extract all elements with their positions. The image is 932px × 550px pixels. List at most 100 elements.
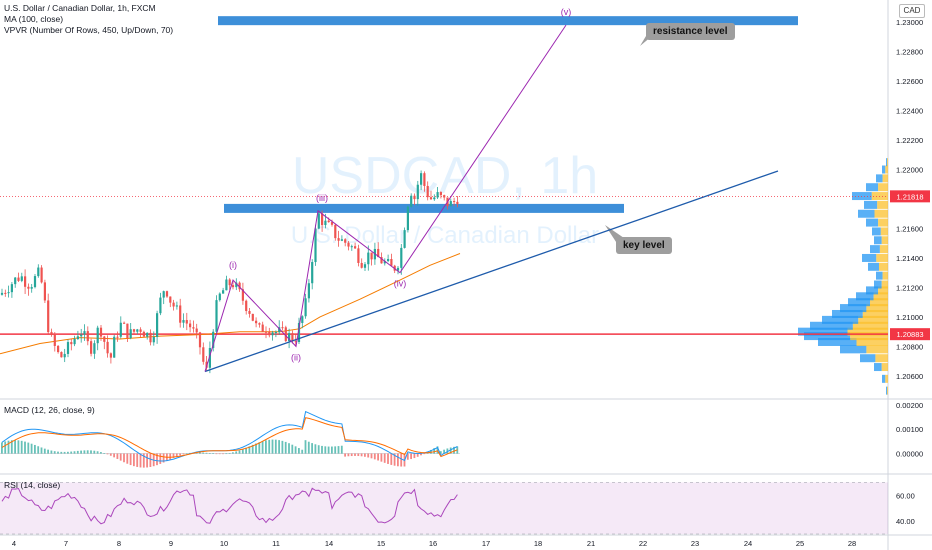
macd-title[interactable]: MACD (12, 26, close, 9): [4, 405, 95, 415]
macd-histogram-bar: [245, 447, 247, 454]
macd-histogram-bar: [43, 448, 46, 454]
candle-body: [241, 289, 244, 301]
key-level-zone: [224, 203, 624, 213]
volume-profile-bar-up: [866, 218, 879, 227]
macd-histogram-bar: [175, 453, 178, 457]
volume-profile-bar-down: [879, 262, 888, 271]
macd-histogram-bar: [446, 448, 449, 454]
candle-body: [96, 327, 99, 344]
vpvr-indicator-title[interactable]: VPVR (Number Of Rows, 450, Up/Down, 70): [4, 25, 174, 35]
macd-histogram-bar: [109, 453, 112, 456]
volume-profile-bar-up: [876, 174, 883, 183]
macd-histogram-bar: [222, 453, 224, 455]
candle-body: [33, 276, 37, 288]
candle-body: [284, 327, 287, 342]
macd-histogram-bar: [420, 453, 422, 456]
candle-body: [370, 252, 373, 260]
candle-body: [80, 334, 83, 337]
ma-indicator-title[interactable]: MA (100, close): [4, 14, 64, 24]
volume-profile-bar-up: [840, 304, 867, 313]
candle-body: [93, 343, 96, 354]
candle-body: [0, 292, 4, 295]
macd-histogram-bar: [232, 452, 234, 454]
macd-histogram-bar: [27, 442, 30, 454]
volume-profile-bar-up: [874, 280, 882, 289]
candle-body: [27, 286, 30, 289]
candle-body: [113, 336, 116, 358]
candle-body: [314, 228, 317, 263]
volume-profile-bar-up: [866, 286, 879, 295]
macd-histogram-bar: [284, 441, 287, 454]
volume-profile-bar-down: [878, 286, 888, 295]
line-price-badge: [890, 328, 930, 341]
candle-body: [258, 323, 261, 325]
volume-profile-bar-up: [886, 158, 888, 167]
macd-histogram-bar: [321, 445, 323, 454]
volume-profile-bar-up: [860, 354, 876, 363]
volume-profile-bar-down: [879, 245, 888, 254]
volume-profile-bar-down: [885, 165, 888, 174]
volume-profile-bar-down: [880, 227, 888, 236]
macd-histogram-bar: [397, 453, 399, 467]
candle-body: [377, 248, 380, 258]
candle-body: [360, 262, 363, 268]
candle-body: [334, 224, 337, 239]
macd-histogram-bar: [60, 451, 63, 454]
macd-histogram-bar: [453, 446, 455, 454]
macd-histogram-bar: [241, 449, 244, 454]
macd-histogram-bar: [34, 444, 36, 454]
candle-body: [17, 277, 20, 281]
candle-body: [288, 333, 291, 342]
candle-body: [443, 195, 446, 198]
macd-histogram-bar: [291, 444, 294, 454]
macd-histogram-bar: [357, 453, 360, 457]
macd-histogram-bar: [126, 453, 129, 464]
macd-histogram-bar: [1, 442, 3, 454]
macd-histogram-bar: [327, 446, 330, 454]
price-tick-label: 1.21600: [896, 224, 923, 233]
macd-histogram-bar: [37, 446, 40, 454]
macd-histogram-bar: [416, 453, 419, 457]
macd-histogram-bar: [406, 453, 409, 460]
candle-body: [426, 185, 429, 198]
volume-profile-bar-up: [818, 337, 857, 346]
macd-histogram-bar: [47, 449, 49, 454]
macd-histogram-bar: [169, 453, 172, 460]
candle-body: [340, 239, 343, 241]
candle-body: [396, 267, 400, 271]
candle-body: [7, 292, 10, 294]
time-tick-label: 8: [117, 539, 121, 548]
candle-body: [132, 329, 136, 332]
macd-histogram-bar: [410, 453, 412, 460]
price-tick-label: 1.21200: [896, 283, 923, 292]
candle-body: [66, 342, 70, 354]
volume-profile-bar-down: [881, 363, 888, 372]
macd-histogram-bar: [251, 444, 254, 454]
candle-body: [103, 336, 106, 342]
time-tick-label: 18: [534, 539, 542, 548]
rsi-tick-label: 40.00: [896, 517, 915, 526]
rsi-title[interactable]: RSI (14, close): [4, 480, 61, 490]
time-tick-label: 9: [169, 539, 173, 548]
candle-body: [274, 332, 277, 334]
candle-body: [162, 291, 165, 298]
candle-body: [321, 213, 324, 226]
macd-histogram-bar: [7, 440, 10, 454]
time-tick-label: 24: [744, 539, 752, 548]
candle-body: [420, 173, 423, 185]
macd-histogram-bar: [449, 447, 452, 454]
currency-badge[interactable]: CAD: [899, 4, 925, 18]
candle-body: [297, 322, 301, 342]
candle-body: [189, 323, 192, 328]
candle-body: [50, 332, 53, 335]
macd-histogram-bar: [413, 453, 416, 459]
macd-histogram-bar: [443, 449, 445, 454]
candle-body: [90, 341, 93, 354]
candle-body: [14, 277, 17, 285]
macd-histogram-bar: [129, 453, 132, 466]
time-tick-label: 10: [220, 539, 228, 548]
macd-histogram-bar: [73, 451, 76, 454]
macd-histogram-bar: [347, 453, 350, 457]
